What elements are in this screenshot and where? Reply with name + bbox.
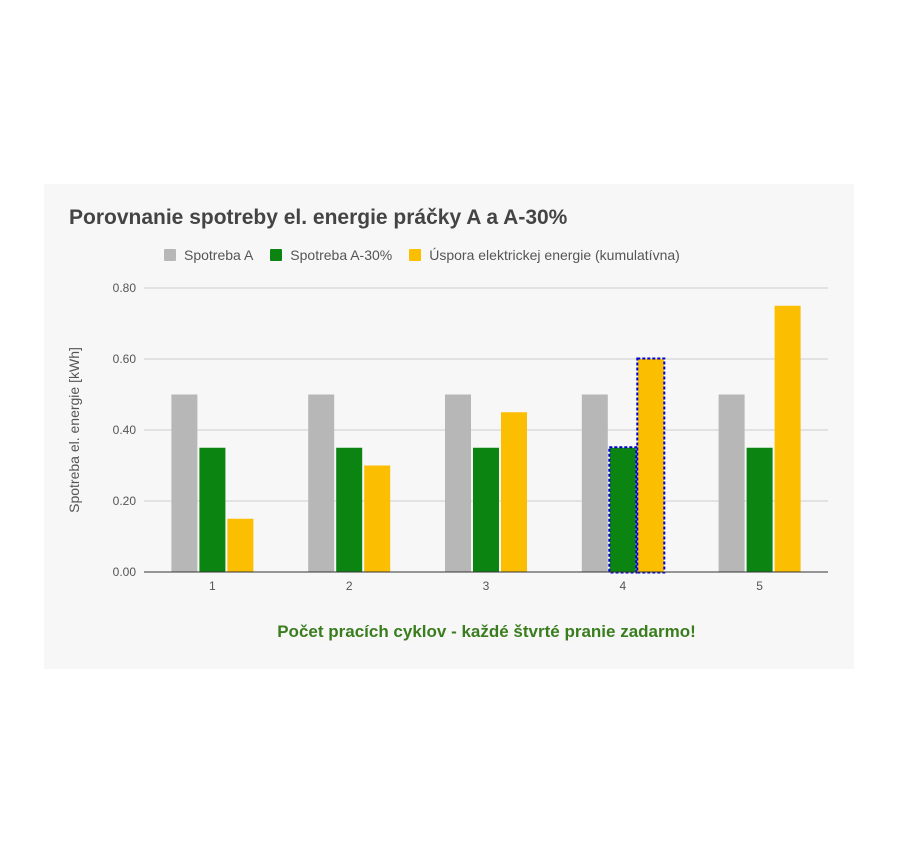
legend: Spotreba A Spotreba A-30% Úspora elektri…	[164, 247, 697, 263]
legend-label: Úspora elektrickej energie (kumulatívna)	[429, 247, 680, 263]
legend-label: Spotreba A-30%	[290, 247, 393, 263]
y-tick-label: 0.80	[113, 281, 137, 295]
bar	[774, 305, 801, 572]
bar	[171, 394, 198, 572]
x-tick-label: 3	[483, 579, 490, 593]
bar	[581, 394, 608, 572]
chart-card: Porovnanie spotreby el. energie práčky A…	[44, 184, 854, 669]
bar-highlight	[636, 357, 666, 574]
x-tick-label: 5	[756, 579, 763, 593]
bar	[718, 394, 745, 572]
bar	[364, 465, 391, 572]
bar	[746, 447, 773, 572]
legend-label: Spotreba A	[184, 247, 254, 263]
bar	[637, 359, 664, 572]
bar	[336, 447, 363, 572]
bar	[445, 394, 471, 572]
chart-title: Porovnanie spotreby el. energie práčky A…	[69, 206, 568, 229]
legend-swatch	[270, 249, 283, 261]
bar	[227, 518, 254, 572]
bar	[308, 394, 335, 572]
bar	[501, 412, 527, 572]
x-tick-label: 2	[346, 579, 353, 593]
legend-item-spotreba-a[interactable]: Spotreba A	[164, 247, 253, 263]
bar	[199, 447, 226, 572]
y-tick-label: 0.40	[113, 423, 137, 437]
y-tick-label: 0.60	[113, 352, 137, 366]
bar	[609, 447, 636, 572]
y-tick-label: 0.00	[113, 565, 137, 579]
legend-swatch	[409, 249, 422, 261]
bar	[473, 447, 499, 572]
x-tick-label: 4	[619, 579, 626, 593]
legend-item-spotreba-a-30[interactable]: Spotreba A-30%	[270, 247, 392, 263]
x-axis-label: Počet pracích cyklov - každé štvrté pran…	[277, 622, 696, 641]
plot-area: 0.00 0.20 0.40 0.60 0.80 1 2 3 4 5	[113, 281, 828, 593]
x-tick-label: 1	[209, 579, 216, 593]
y-tick-label: 0.20	[113, 494, 137, 508]
legend-swatch	[164, 249, 176, 261]
legend-item-uspora[interactable]: Úspora elektrickej energie (kumulatívna)	[409, 247, 680, 263]
